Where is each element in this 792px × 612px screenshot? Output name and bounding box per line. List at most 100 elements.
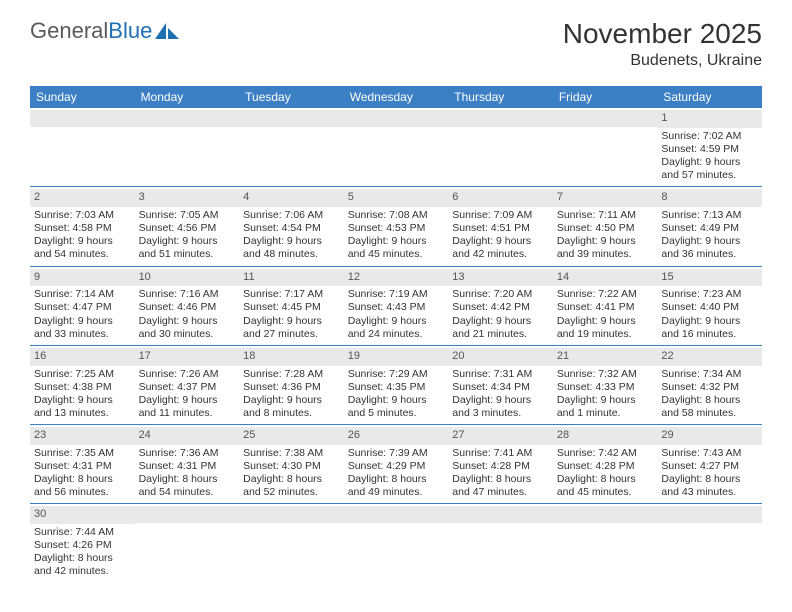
day-cell bbox=[448, 504, 553, 582]
day-number bbox=[239, 506, 344, 523]
day-daylight1: Daylight: 9 hours bbox=[661, 156, 758, 169]
day-number: 7 bbox=[553, 189, 658, 207]
title-block: November 2025 Budenets, Ukraine bbox=[563, 18, 762, 70]
week-row: 2Sunrise: 7:03 AMSunset: 4:58 PMDaylight… bbox=[30, 187, 762, 266]
day-number: 29 bbox=[657, 427, 762, 445]
day-daylight1: Daylight: 9 hours bbox=[139, 394, 236, 407]
day-sunset: Sunset: 4:59 PM bbox=[661, 143, 758, 156]
day-daylight1: Daylight: 9 hours bbox=[557, 394, 654, 407]
day-daylight1: Daylight: 9 hours bbox=[557, 235, 654, 248]
day-sunrise: Sunrise: 7:19 AM bbox=[348, 288, 445, 301]
location: Budenets, Ukraine bbox=[563, 52, 762, 70]
day-daylight2: and 3 minutes. bbox=[452, 407, 549, 420]
day-number bbox=[553, 506, 658, 523]
day-daylight2: and 56 minutes. bbox=[34, 486, 131, 499]
day-sunrise: Sunrise: 7:06 AM bbox=[243, 209, 340, 222]
day-daylight2: and 16 minutes. bbox=[661, 328, 758, 341]
day-sunrise: Sunrise: 7:23 AM bbox=[661, 288, 758, 301]
day-daylight1: Daylight: 8 hours bbox=[661, 473, 758, 486]
day-cell: 15Sunrise: 7:23 AMSunset: 4:40 PMDayligh… bbox=[657, 267, 762, 345]
day-cell: 16Sunrise: 7:25 AMSunset: 4:38 PMDayligh… bbox=[30, 346, 135, 424]
day-cell: 2Sunrise: 7:03 AMSunset: 4:58 PMDaylight… bbox=[30, 187, 135, 265]
day-number: 17 bbox=[135, 348, 240, 366]
day-sunrise: Sunrise: 7:28 AM bbox=[243, 368, 340, 381]
logo-text-1: General bbox=[30, 18, 108, 44]
day-daylight2: and 48 minutes. bbox=[243, 248, 340, 261]
day-sunrise: Sunrise: 7:13 AM bbox=[661, 209, 758, 222]
day-number: 8 bbox=[657, 189, 762, 207]
day-sunset: Sunset: 4:56 PM bbox=[139, 222, 236, 235]
day-number: 6 bbox=[448, 189, 553, 207]
day-sunrise: Sunrise: 7:43 AM bbox=[661, 447, 758, 460]
day-cell bbox=[135, 504, 240, 582]
day-cell bbox=[657, 504, 762, 582]
day-cell bbox=[344, 504, 449, 582]
day-daylight2: and 11 minutes. bbox=[139, 407, 236, 420]
day-number: 26 bbox=[344, 427, 449, 445]
day-cell: 10Sunrise: 7:16 AMSunset: 4:46 PMDayligh… bbox=[135, 267, 240, 345]
day-daylight1: Daylight: 9 hours bbox=[243, 235, 340, 248]
day-sunrise: Sunrise: 7:14 AM bbox=[34, 288, 131, 301]
day-daylight1: Daylight: 9 hours bbox=[34, 235, 131, 248]
day-sunset: Sunset: 4:50 PM bbox=[557, 222, 654, 235]
day-daylight1: Daylight: 8 hours bbox=[243, 473, 340, 486]
day-daylight1: Daylight: 9 hours bbox=[348, 235, 445, 248]
day-number: 24 bbox=[135, 427, 240, 445]
day-number bbox=[344, 110, 449, 127]
day-sunset: Sunset: 4:51 PM bbox=[452, 222, 549, 235]
day-sunrise: Sunrise: 7:02 AM bbox=[661, 130, 758, 143]
day-daylight2: and 1 minute. bbox=[557, 407, 654, 420]
day-cell: 27Sunrise: 7:41 AMSunset: 4:28 PMDayligh… bbox=[448, 425, 553, 503]
dow-row: Sunday Monday Tuesday Wednesday Thursday… bbox=[30, 86, 762, 108]
day-cell bbox=[344, 108, 449, 186]
week-row: 23Sunrise: 7:35 AMSunset: 4:31 PMDayligh… bbox=[30, 425, 762, 504]
logo-sail-icon bbox=[155, 21, 181, 41]
day-sunrise: Sunrise: 7:22 AM bbox=[557, 288, 654, 301]
day-sunset: Sunset: 4:47 PM bbox=[34, 301, 131, 314]
day-cell: 11Sunrise: 7:17 AMSunset: 4:45 PMDayligh… bbox=[239, 267, 344, 345]
day-cell: 26Sunrise: 7:39 AMSunset: 4:29 PMDayligh… bbox=[344, 425, 449, 503]
day-number: 5 bbox=[344, 189, 449, 207]
day-daylight1: Daylight: 9 hours bbox=[139, 315, 236, 328]
day-number: 25 bbox=[239, 427, 344, 445]
day-sunset: Sunset: 4:53 PM bbox=[348, 222, 445, 235]
dow-monday: Monday bbox=[135, 86, 240, 108]
day-cell bbox=[239, 504, 344, 582]
day-number: 1 bbox=[657, 110, 762, 128]
calendar: Sunday Monday Tuesday Wednesday Thursday… bbox=[30, 86, 762, 583]
day-number: 14 bbox=[553, 269, 658, 287]
day-cell: 14Sunrise: 7:22 AMSunset: 4:41 PMDayligh… bbox=[553, 267, 658, 345]
day-sunrise: Sunrise: 7:29 AM bbox=[348, 368, 445, 381]
day-daylight1: Daylight: 9 hours bbox=[348, 394, 445, 407]
day-daylight2: and 39 minutes. bbox=[557, 248, 654, 261]
day-number: 27 bbox=[448, 427, 553, 445]
day-daylight1: Daylight: 9 hours bbox=[243, 394, 340, 407]
day-sunset: Sunset: 4:58 PM bbox=[34, 222, 131, 235]
day-daylight2: and 57 minutes. bbox=[661, 169, 758, 182]
day-daylight2: and 54 minutes. bbox=[139, 486, 236, 499]
day-daylight1: Daylight: 8 hours bbox=[34, 473, 131, 486]
day-daylight1: Daylight: 8 hours bbox=[452, 473, 549, 486]
day-daylight1: Daylight: 9 hours bbox=[34, 315, 131, 328]
day-daylight2: and 8 minutes. bbox=[243, 407, 340, 420]
day-sunset: Sunset: 4:27 PM bbox=[661, 460, 758, 473]
day-sunrise: Sunrise: 7:38 AM bbox=[243, 447, 340, 460]
day-cell: 9Sunrise: 7:14 AMSunset: 4:47 PMDaylight… bbox=[30, 267, 135, 345]
day-daylight1: Daylight: 9 hours bbox=[452, 315, 549, 328]
day-daylight1: Daylight: 9 hours bbox=[661, 235, 758, 248]
day-sunset: Sunset: 4:43 PM bbox=[348, 301, 445, 314]
day-cell: 23Sunrise: 7:35 AMSunset: 4:31 PMDayligh… bbox=[30, 425, 135, 503]
day-daylight2: and 30 minutes. bbox=[139, 328, 236, 341]
day-sunset: Sunset: 4:35 PM bbox=[348, 381, 445, 394]
day-sunrise: Sunrise: 7:05 AM bbox=[139, 209, 236, 222]
day-sunset: Sunset: 4:41 PM bbox=[557, 301, 654, 314]
day-sunrise: Sunrise: 7:03 AM bbox=[34, 209, 131, 222]
day-number: 4 bbox=[239, 189, 344, 207]
day-daylight2: and 36 minutes. bbox=[661, 248, 758, 261]
logo-text-2: Blue bbox=[108, 18, 152, 44]
week-row: 16Sunrise: 7:25 AMSunset: 4:38 PMDayligh… bbox=[30, 346, 762, 425]
day-number bbox=[239, 110, 344, 127]
day-daylight2: and 19 minutes. bbox=[557, 328, 654, 341]
day-cell: 20Sunrise: 7:31 AMSunset: 4:34 PMDayligh… bbox=[448, 346, 553, 424]
week-row: 30Sunrise: 7:44 AMSunset: 4:26 PMDayligh… bbox=[30, 504, 762, 582]
